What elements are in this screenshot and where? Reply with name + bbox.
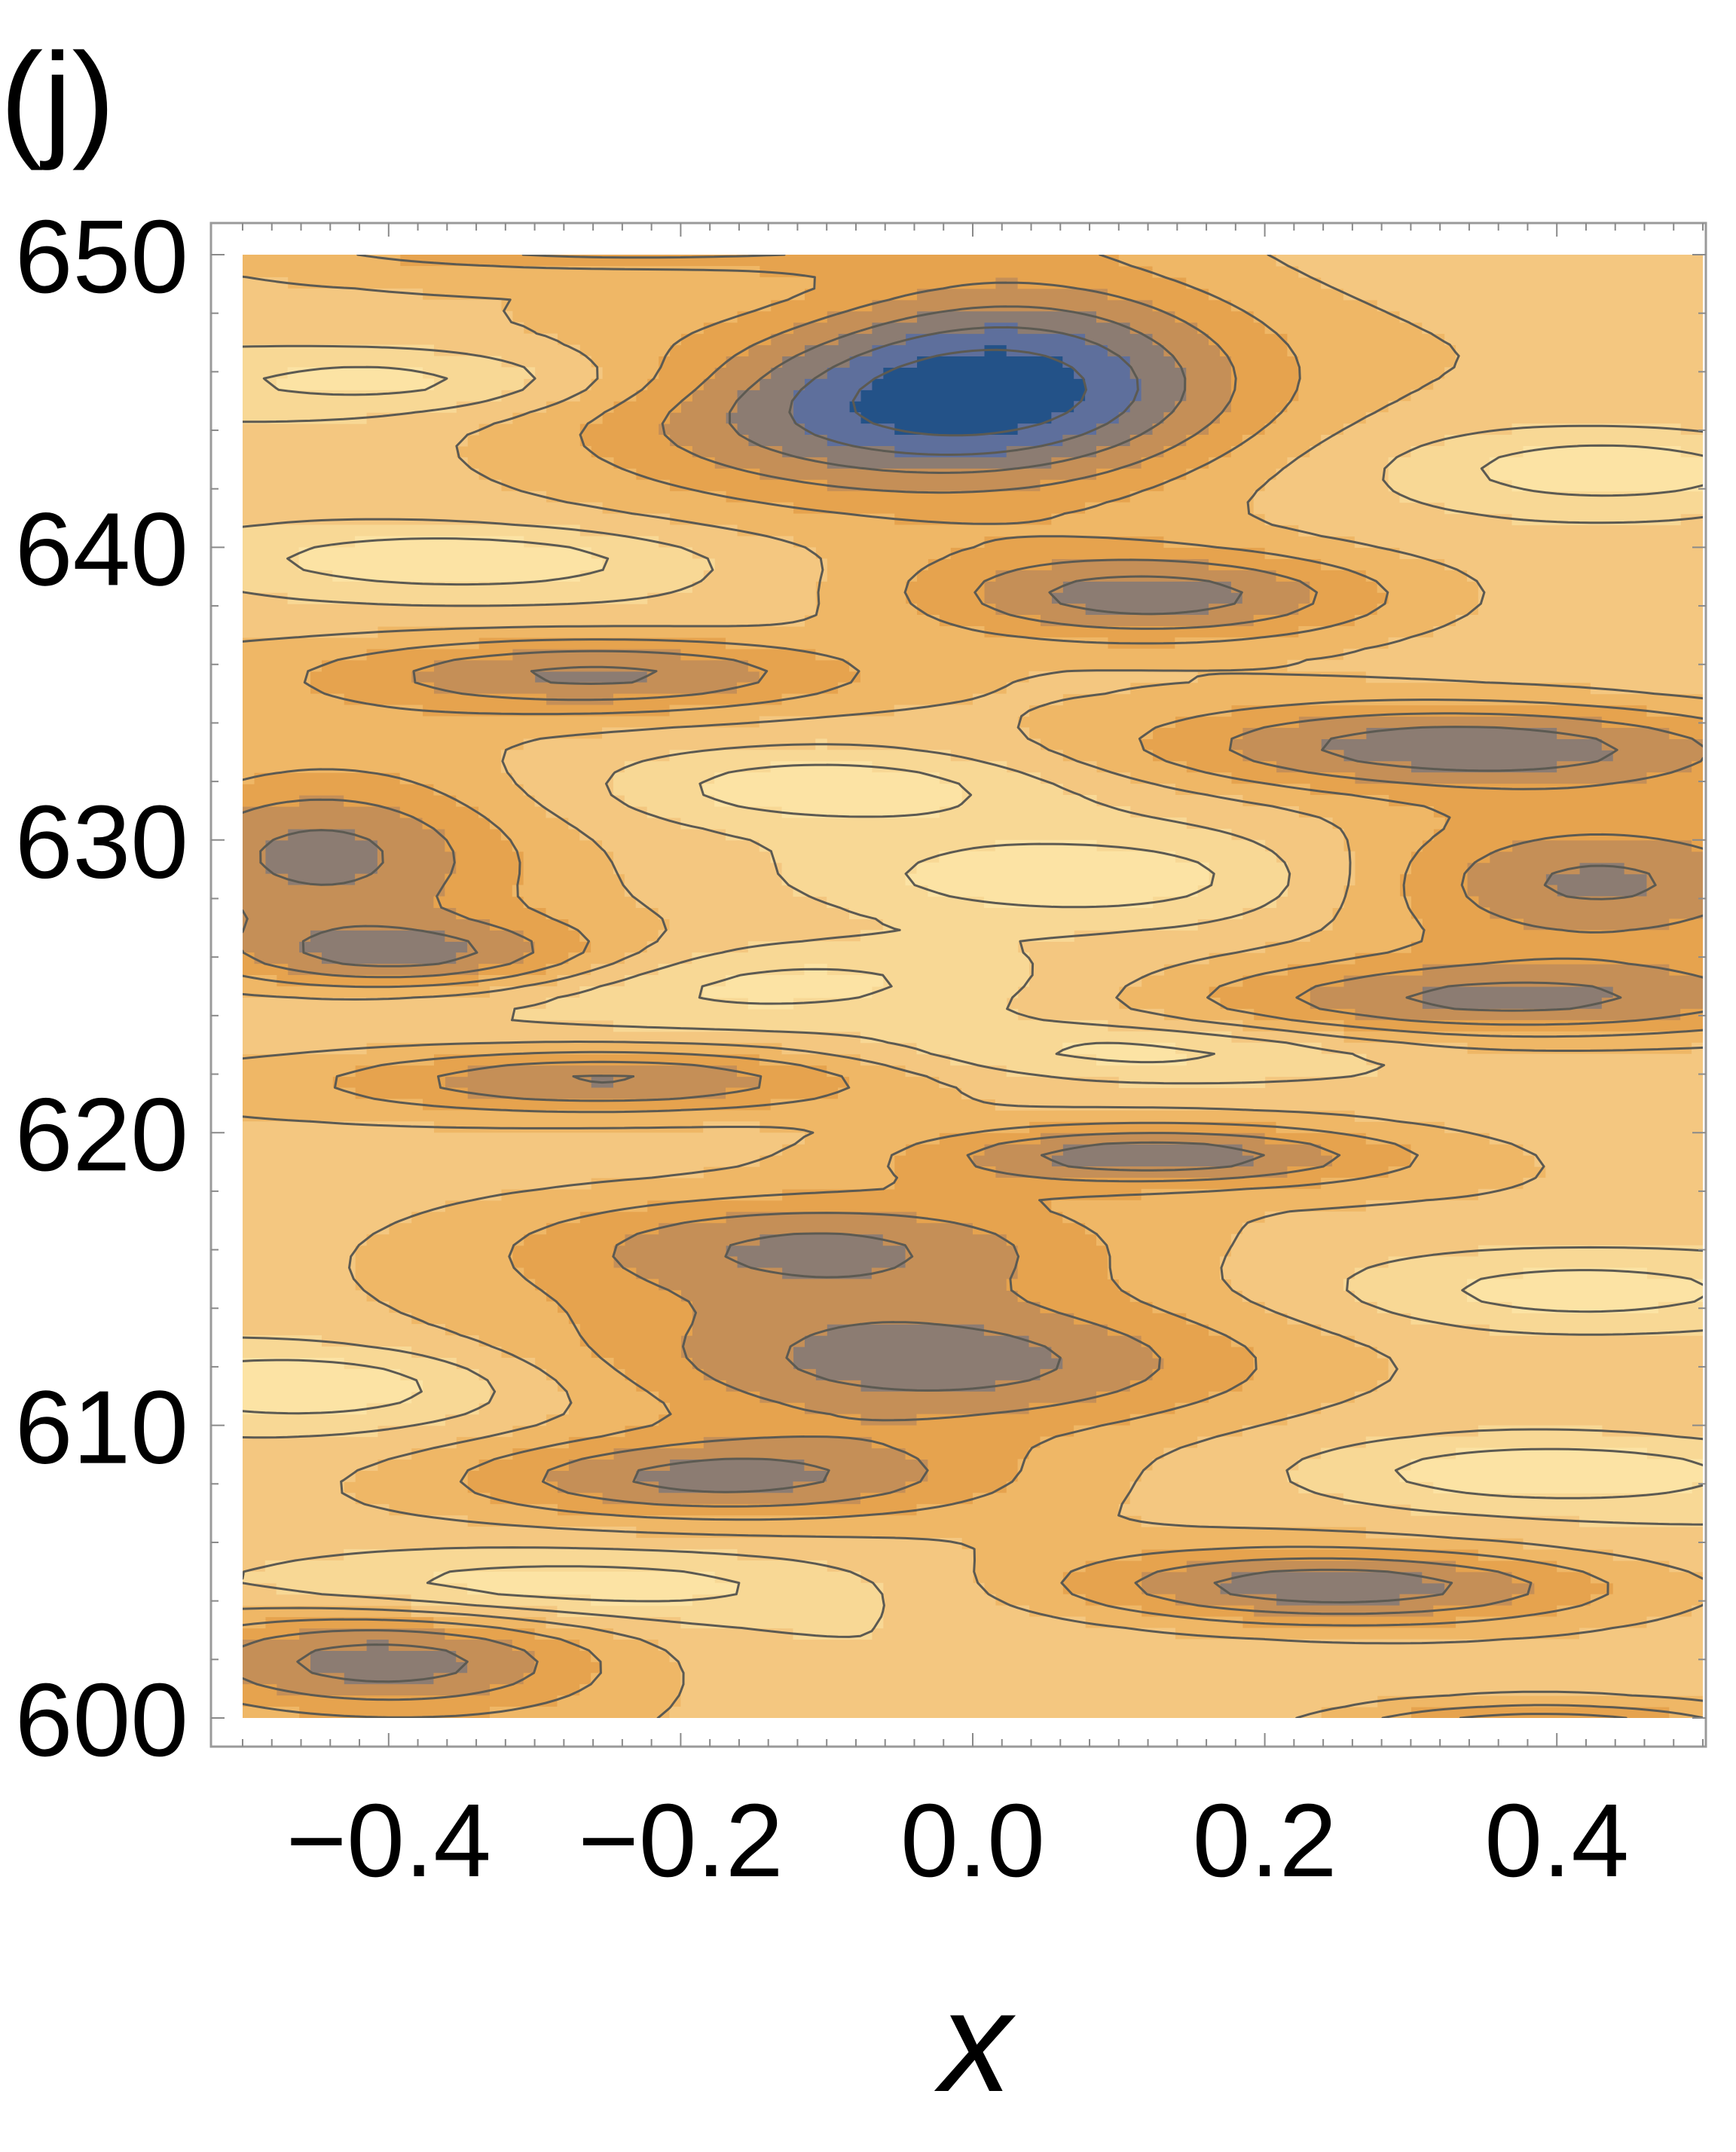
contour-band-7 — [243, 255, 1703, 1718]
contour-field — [243, 255, 1703, 1718]
y-tick-label: 610 — [15, 1370, 188, 1486]
x-tick-label: 0.0 — [900, 1783, 1045, 1899]
x-tick-label: 0.2 — [1193, 1783, 1337, 1899]
panel-label: (j) — [0, 26, 115, 171]
x-axis-label: x — [934, 1962, 1016, 2122]
y-tick-label: 640 — [15, 491, 188, 607]
y-tick-label: 630 — [15, 784, 188, 900]
contour-band-6 — [243, 255, 1703, 1718]
x-tick-label: −0.4 — [286, 1783, 491, 1899]
y-tick-label: 600 — [15, 1662, 188, 1778]
contour-band-2 — [793, 322, 1142, 458]
contour-band-5 — [243, 255, 1703, 1718]
contour-band-9 — [243, 367, 1703, 1606]
x-tick-labels: −0.4 −0.2 0.0 0.2 0.4 — [286, 1783, 1630, 1899]
y-tick-label: 650 — [15, 199, 188, 315]
axis-ticks — [211, 223, 1706, 1747]
contour-band-8 — [243, 344, 1703, 1640]
y-tick-labels: 600 610 620 630 640 650 — [15, 199, 188, 1778]
x-tick-label: −0.2 — [578, 1783, 783, 1899]
x-tick-label: 0.4 — [1484, 1783, 1629, 1899]
y-tick-label: 620 — [15, 1077, 188, 1193]
contour-lines — [243, 255, 1703, 1718]
contour-band-4 — [243, 277, 1703, 1696]
